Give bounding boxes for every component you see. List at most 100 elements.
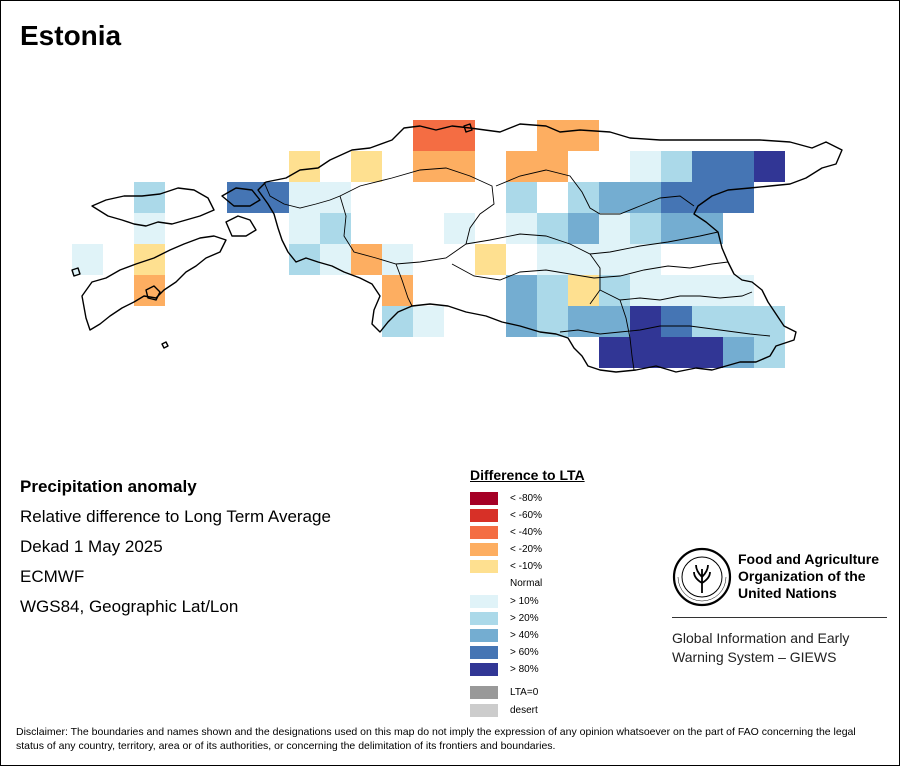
county-border [395, 263, 413, 307]
county-border [451, 261, 729, 281]
legend-swatch [470, 508, 498, 522]
map-title: Estonia [20, 20, 122, 51]
anomaly-cell [630, 213, 661, 244]
anomaly-cell [382, 244, 413, 275]
legend-item: > 40% [470, 628, 539, 642]
county-border [599, 289, 753, 301]
legend-item: > 60% [470, 645, 539, 659]
legend-item: < -80% [470, 491, 542, 505]
county-border [559, 325, 771, 337]
legend-label: desert [510, 704, 538, 716]
legend-label: > 10% [510, 595, 539, 607]
anomaly-cell [568, 182, 599, 213]
fao-name-line-2: Organization of the [738, 568, 866, 584]
legend-item: LTA=0 [470, 685, 538, 699]
anomaly-cell [568, 213, 599, 244]
legend-swatch [470, 703, 498, 717]
anomaly-cell [537, 244, 568, 275]
kihnu-outline [145, 285, 161, 301]
legend-item: < -20% [470, 542, 542, 556]
info-line-3: ECMWF [20, 567, 85, 586]
anomaly-cell [227, 182, 258, 213]
legend-item: < -60% [470, 508, 542, 522]
fao-name-line-3: United Nations [738, 585, 837, 601]
legend-item: > 80% [470, 662, 539, 676]
anomaly-cell [661, 275, 692, 306]
legend-item: desert [470, 703, 538, 717]
anomaly-cell [568, 306, 599, 337]
anomaly-cell [289, 182, 320, 213]
anomaly-cell [723, 182, 754, 213]
legend-item: < -40% [470, 525, 542, 539]
anomaly-cell [537, 275, 568, 306]
vormsi-outline [221, 187, 261, 207]
legend-item: < -10% [470, 559, 542, 573]
anomaly-cell [444, 151, 475, 182]
anomaly-cell [134, 213, 165, 244]
legend-title: Difference to LTA [470, 467, 585, 483]
anomaly-cell [692, 213, 723, 244]
map-info: Precipitation anomaly Relative differenc… [20, 472, 331, 622]
legend-swatch [470, 645, 498, 659]
fao-name-line-1: Food and Agriculture [738, 551, 880, 567]
anomaly-cell [506, 306, 537, 337]
anomaly-cell [630, 306, 661, 337]
anomaly-cell [568, 120, 599, 151]
legend-label: < -60% [510, 509, 542, 521]
anomaly-cell [723, 275, 754, 306]
anomaly-cell [134, 275, 165, 306]
anomaly-cell [475, 244, 506, 275]
info-line-2: Dekad 1 May 2025 [20, 537, 163, 556]
county-border [339, 167, 495, 245]
county-border [339, 195, 467, 265]
anomaly-cell [599, 275, 630, 306]
anomaly-cell [661, 337, 692, 368]
legend-swatch [470, 685, 498, 699]
anomaly-cell [754, 337, 785, 368]
anomaly-cell [723, 151, 754, 182]
small-island-1 [71, 267, 81, 277]
legend-swatch [470, 611, 498, 625]
legend-label: < -80% [510, 492, 542, 504]
small-island-2 [463, 123, 473, 133]
legend-label: < -10% [510, 560, 542, 572]
anomaly-cell [506, 182, 537, 213]
mainland-outline [257, 123, 843, 373]
anomaly-cell [382, 306, 413, 337]
anomaly-cell [661, 151, 692, 182]
legend: Difference to LTA < -80% < -60% < -40% < -2… [470, 467, 585, 717]
anomaly-cell [413, 151, 444, 182]
anomaly-cell [599, 213, 630, 244]
anomaly-cell [72, 244, 103, 275]
anomaly-cell [506, 213, 537, 244]
anomaly-cell [444, 213, 475, 244]
anomaly-cell [413, 120, 444, 151]
anomaly-cell [537, 151, 568, 182]
anomaly-cell [537, 120, 568, 151]
legend-swatch [470, 491, 498, 505]
anomaly-cell [661, 213, 692, 244]
anomaly-cell [754, 306, 785, 337]
anomaly-cell [568, 275, 599, 306]
anomaly-cell [754, 151, 785, 182]
anomaly-cell [289, 151, 320, 182]
legend-item: Normal [470, 576, 542, 590]
legend-label: < -20% [510, 543, 542, 555]
giews-name: Global Information and Early Warning Sys… [672, 629, 849, 667]
info-heading: Precipitation anomaly [20, 477, 197, 496]
county-border [263, 181, 341, 209]
anomaly-cell [599, 337, 630, 368]
fao-name: Food and Agriculture Organization of the… [738, 551, 879, 602]
legend-item: > 20% [470, 611, 539, 625]
county-border [589, 253, 601, 305]
disclaimer: Disclaimer: The boundaries and names sho… [16, 726, 856, 752]
anomaly-cell [723, 306, 754, 337]
anomaly-cell [630, 244, 661, 275]
hiiumaa-outline [91, 187, 215, 227]
legend-swatch [470, 662, 498, 676]
fao-logo-icon [672, 547, 732, 607]
legend-item: > 10% [470, 594, 539, 608]
anomaly-cell [351, 151, 382, 182]
fao-divider [672, 617, 887, 618]
giews-line-2: Warning System – GIEWS [672, 649, 837, 665]
